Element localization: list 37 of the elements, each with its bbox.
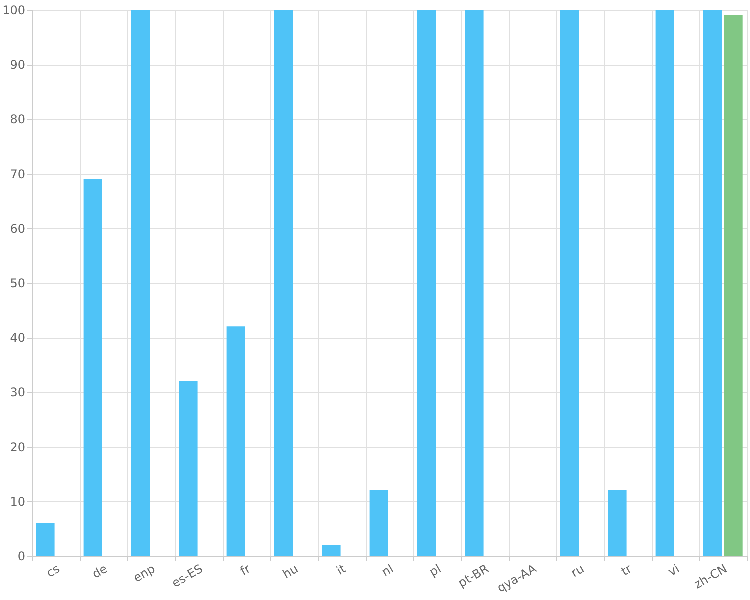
y-tick-label: 40	[10, 331, 26, 346]
y-tick-label: 60	[10, 222, 26, 236]
x-tick-label: ru	[568, 562, 587, 580]
x-tick-label: cs	[44, 562, 62, 580]
y-tick-label: 100	[2, 4, 26, 18]
x-tick-label: pl	[427, 562, 444, 580]
bar	[131, 10, 150, 556]
x-tick-label: fr	[238, 562, 254, 578]
y-tick-label: 50	[10, 276, 26, 290]
y-tick-label: 70	[10, 167, 26, 182]
x-tick-label: de	[90, 562, 110, 582]
bar	[179, 381, 198, 556]
y-tick-label: 10	[10, 494, 26, 509]
bar	[608, 490, 627, 556]
y-tick-label: 90	[10, 58, 26, 72]
bar	[370, 490, 388, 556]
bar	[36, 523, 55, 556]
x-tick-label: nl	[380, 562, 396, 580]
bar	[417, 10, 436, 556]
y-tick-label: 0	[18, 550, 26, 564]
bar	[703, 10, 722, 556]
y-tick-label: 20	[10, 440, 26, 454]
x-tick-label: it	[334, 562, 349, 578]
bar	[656, 10, 674, 556]
x-tick-label: vi	[666, 562, 682, 580]
bar	[465, 10, 484, 556]
x-tick-label: tr	[618, 562, 634, 579]
bar	[560, 10, 580, 556]
bar	[724, 15, 743, 556]
y-tick-label: 30	[10, 386, 26, 400]
x-tick-label: enp	[131, 562, 158, 586]
bar	[322, 545, 341, 556]
bar	[226, 326, 246, 556]
y-tick-label: 80	[10, 112, 26, 127]
x-tick-label: hu	[280, 562, 301, 582]
bar	[274, 10, 294, 556]
bar	[84, 179, 102, 556]
